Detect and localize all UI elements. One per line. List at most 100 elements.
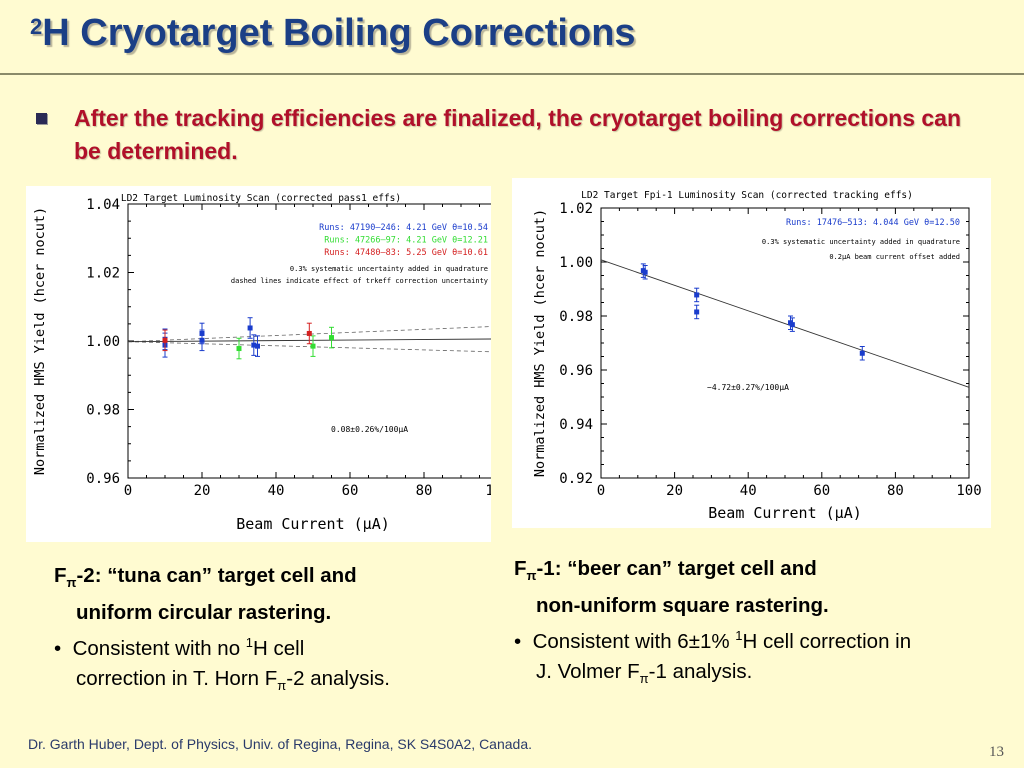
data-point	[642, 269, 648, 275]
legend-entry: Runs: 47190–246: 4.21 GeV θ=10.54	[319, 223, 488, 233]
legend-entry: Runs: 17476–513: 4.044 GeV θ=12.50	[786, 218, 960, 228]
slide-title: 2H Cryotarget Boiling Corrections	[30, 12, 636, 55]
bullet-text-a: Consistent with 6±1%	[532, 629, 736, 653]
chart-note: 0.3% systematic uncertainty added in qua…	[290, 265, 488, 273]
caption-f: F	[54, 564, 67, 587]
data-point	[310, 343, 316, 349]
data-point	[789, 322, 795, 328]
right-caption-bullet-line2: J. Volmer Fπ-1 analysis.	[514, 657, 1014, 694]
x-tick-label: 20	[666, 483, 683, 499]
bullet-text-a: Consistent with no	[72, 636, 246, 660]
fit-label: −4.72±0.27%/100μA	[707, 383, 789, 392]
fit-label: 0.08±0.26%/100μA	[331, 425, 408, 434]
caption-pi: π	[526, 568, 537, 584]
right-chart-panel: 0 20 40 60 80 100 0.92 0.94 0.96 0.98 1.00 1.02 LD2 …	[512, 178, 991, 528]
x-tick-label: 0	[124, 483, 132, 499]
left-caption-heading: Fπ-2: “tuna can” target cell and	[54, 561, 494, 598]
chart-note: 0.2μA beam current offset added	[829, 253, 960, 261]
y-tick-label: 0.98	[559, 309, 593, 325]
chart-title: LD2 Target Luminosity Scan (corrected pa…	[121, 193, 401, 204]
bullet-sup: 1	[735, 628, 743, 644]
x-tick-label: 80	[416, 483, 433, 499]
y-tick-label: 0.96	[559, 363, 593, 379]
data-point	[162, 337, 168, 343]
data-point	[329, 335, 334, 341]
caption-head-rest: -1: “beer can” target cell and	[536, 557, 817, 580]
y-tick-label: 1.00	[86, 334, 120, 350]
fit-band-line	[127, 325, 499, 343]
right-caption: Fπ-1: “beer can” target cell and non-uni…	[514, 554, 1014, 694]
y-axis-label: Normalized HMS Yield (hcer nocut)	[532, 209, 548, 477]
y-axis-label: Normalized HMS Yield (hcer nocut)	[32, 207, 48, 475]
bullet-line2-b: -1 analysis.	[648, 659, 753, 683]
x-tick-label: 60	[813, 483, 830, 499]
bullet-line2-a: J. Volmer F	[536, 659, 640, 683]
x-tick-label: 100	[485, 483, 491, 499]
y-tick-label: 1.00	[559, 255, 593, 271]
chart-note: 0.3% systematic uncertainty added in qua…	[762, 238, 960, 246]
data-point	[199, 337, 205, 343]
x-tick-label: 40	[740, 483, 757, 499]
legend-entry: Runs: 47480–83: 5.25 GeV θ=10.61	[324, 248, 488, 258]
y-tick-label: 0.94	[559, 417, 593, 433]
data-point	[255, 343, 260, 349]
title-divider	[0, 73, 1024, 75]
right-caption-heading: Fπ-1: “beer can” target cell and	[514, 554, 1014, 591]
y-tick-label: 1.02	[86, 266, 120, 282]
caption-pi: π	[66, 575, 77, 591]
left-caption-heading-line2: uniform circular rastering.	[54, 598, 494, 628]
y-tick-label: 0.98	[86, 403, 120, 419]
legend-entry: Runs: 47266–97: 4.21 GeV θ=12.21	[324, 236, 488, 246]
bullet-line2-b: -2 analysis.	[286, 666, 390, 690]
data-point	[694, 309, 700, 315]
y-tick-label: 0.96	[86, 471, 120, 487]
left-caption-bullet: • Consistent with no 1H cell	[54, 628, 494, 664]
data-point	[236, 346, 242, 352]
right-chart: 0 20 40 60 80 100 0.92 0.94 0.96 0.98 1.00 1.02LD2 …	[532, 190, 982, 522]
y-tick-label: 0.92	[559, 471, 593, 487]
fit-line	[600, 259, 970, 388]
bullet-sup: 1	[245, 635, 254, 651]
footer-text: Dr. Garth Huber, Dept. of Physics, Univ.…	[28, 736, 532, 752]
caption-head-line2: non-uniform square rastering.	[536, 594, 829, 618]
x-tick-label: 80	[887, 483, 904, 499]
x-tick-label: 20	[194, 483, 211, 499]
right-caption-heading-line2: non-uniform square rastering.	[514, 591, 1014, 621]
title-superscript: 2	[30, 14, 43, 39]
left-caption-bullet-line2: correction in T. Horn Fπ-2 analysis.	[54, 664, 494, 701]
data-point	[694, 292, 700, 298]
left-caption: Fπ-2: “tuna can” target cell and uniform…	[54, 561, 494, 701]
bullet-text-b: H cell	[253, 636, 305, 660]
caption-head-rest: -2: “tuna can” target cell and	[76, 564, 357, 587]
data-point	[859, 350, 865, 356]
intro-text: After the tracking efficiencies are fina…	[74, 105, 962, 164]
caption-head-line2: uniform circular rastering.	[76, 601, 332, 625]
title-text: H Cryotarget Boiling Corrections	[42, 12, 636, 54]
x-tick-label: 100	[956, 483, 981, 499]
chart-note: dashed lines indicate effect of trkeff c…	[231, 277, 488, 285]
x-axis-label: Beam Current (μA)	[236, 515, 390, 533]
y-tick-label: 1.04	[86, 197, 120, 213]
x-tick-label: 60	[342, 483, 359, 499]
bullet-line2-a: correction in T. Horn F	[76, 666, 278, 690]
plot-frame	[600, 207, 970, 479]
right-caption-bullet: • Consistent with 6±1% 1H cell correctio…	[514, 621, 1014, 657]
y-tick-label: 1.02	[559, 201, 593, 217]
bullet-pi: π	[639, 671, 649, 687]
x-tick-label: 40	[268, 483, 285, 499]
x-axis-label: Beam Current (μA)	[708, 504, 862, 522]
chart-title: LD2 Target Fpi-1 Luminosity Scan (correc…	[581, 190, 913, 201]
bullet-dot-icon: •	[514, 629, 522, 653]
caption-f: F	[514, 557, 527, 580]
page-number: 13	[989, 744, 1004, 760]
data-point	[247, 325, 253, 331]
x-tick-label: 0	[597, 483, 605, 499]
bullet-square-icon	[36, 113, 47, 124]
bullet-pi: π	[277, 678, 287, 694]
data-point	[251, 342, 257, 348]
bullet-text-b: H cell correction in	[742, 629, 912, 653]
bullet-dot-icon: •	[54, 636, 62, 660]
data-point	[306, 330, 312, 336]
